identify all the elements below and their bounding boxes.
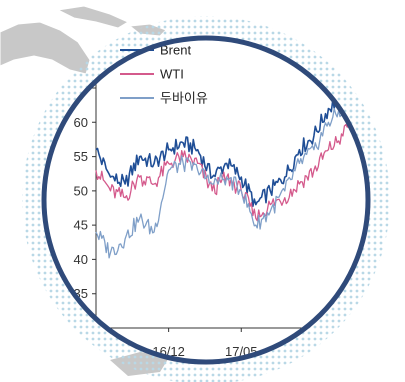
series-line-1 bbox=[95, 59, 368, 207]
y-tick-label: 40 bbox=[74, 252, 88, 267]
legend-label: WTI bbox=[160, 67, 184, 82]
legend: Brent WTI 두바이유 bbox=[120, 43, 208, 106]
y-tick-label: 50 bbox=[74, 183, 88, 198]
legend-label: Brent bbox=[160, 43, 191, 58]
frame-ring bbox=[41, 35, 371, 365]
legend-label: 두바이유 bbox=[160, 91, 208, 106]
series-line-3 bbox=[95, 73, 368, 259]
y-tick-label: 45 bbox=[74, 218, 88, 233]
map-island-top bbox=[56, 5, 130, 29]
y-axis-ticks: 3540455055606570 bbox=[74, 46, 96, 301]
map-landmass-left bbox=[0, 21, 91, 75]
chart-disc bbox=[44, 38, 368, 362]
y-tick-label: 60 bbox=[74, 115, 88, 130]
series-lines bbox=[95, 59, 368, 259]
y-tick-label: 55 bbox=[74, 149, 88, 164]
